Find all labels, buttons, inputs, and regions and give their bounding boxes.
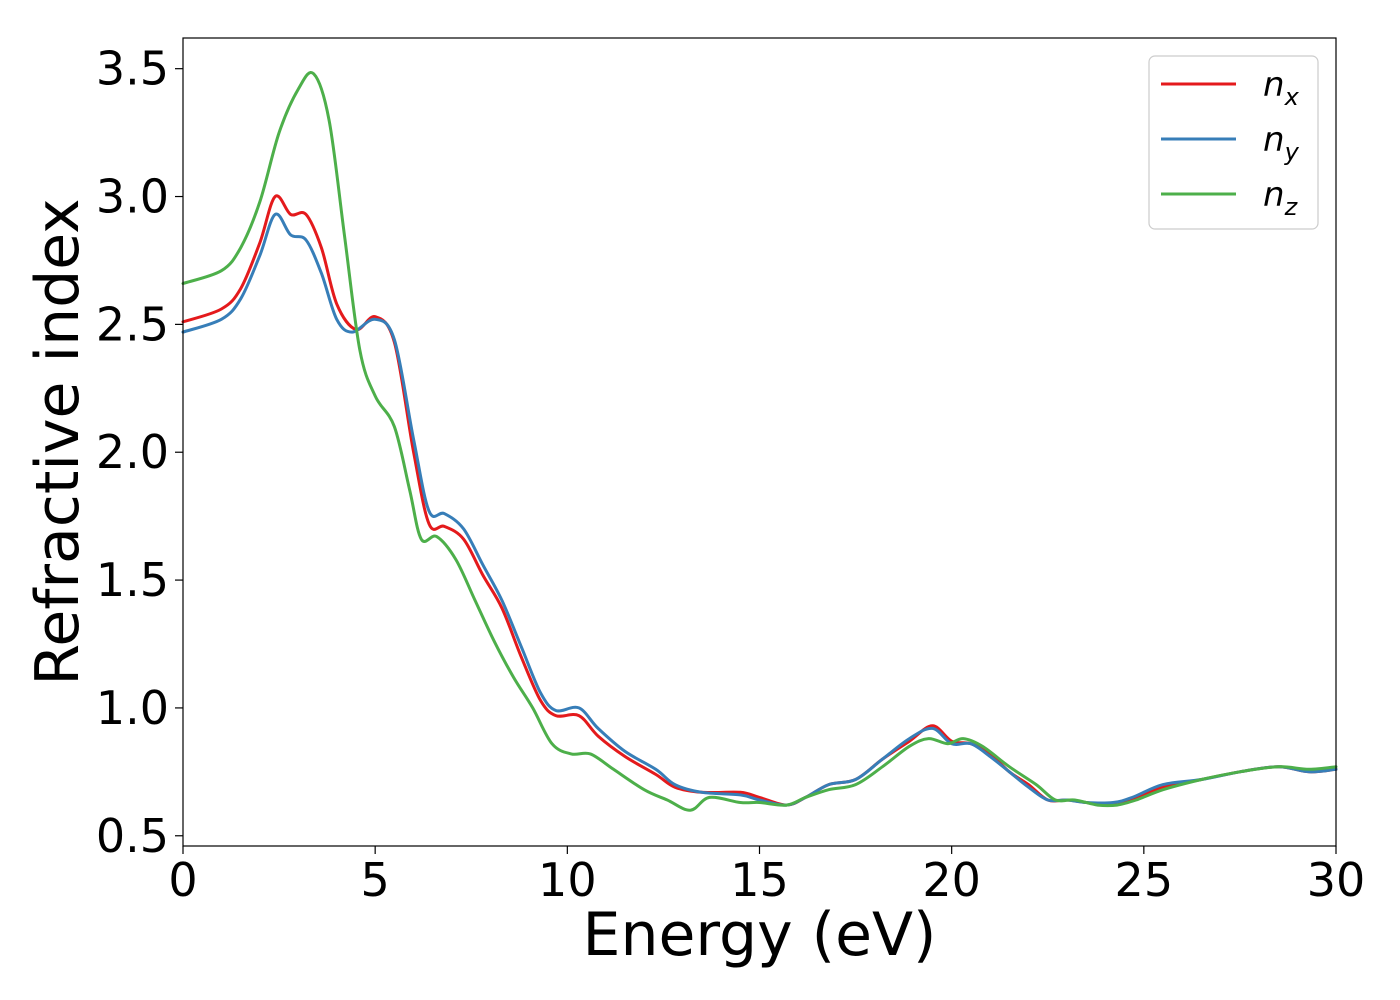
y-axis: 0.5 1.0 1.5 2.0 2.5 3.0 3.5 — [96, 42, 183, 863]
legend-label-base: n — [1263, 175, 1285, 215]
legend-label-subscript: y — [1284, 138, 1300, 166]
y-tick-label: 3.5 — [96, 42, 169, 96]
x-tick-label: 10 — [538, 853, 597, 907]
series-layer — [181, 71, 1338, 812]
y-tick-label: 3.0 — [96, 170, 169, 224]
y-tick-label: 1.0 — [96, 681, 169, 735]
x-tick-label: 15 — [730, 853, 789, 907]
x-tick-label: 20 — [922, 853, 981, 907]
x-axis: 0 5 10 15 20 25 30 — [168, 846, 1365, 907]
legend-label: nx — [1263, 65, 1300, 111]
y-tick-label: 1.5 — [96, 553, 169, 607]
x-tick-label: 30 — [1307, 853, 1366, 907]
legend-label-base: n — [1263, 120, 1285, 160]
y-tick-label: 2.0 — [96, 425, 169, 479]
y-axis-title: Refractive index — [23, 198, 93, 685]
x-tick-label: 0 — [168, 853, 197, 907]
y-tick-label: 0.5 — [96, 809, 169, 863]
y-tick-label: 2.5 — [96, 297, 169, 351]
series-line-z — [181, 71, 1338, 812]
x-axis-title: Energy (eV) — [583, 900, 937, 970]
legend-label: nz — [1263, 175, 1299, 221]
legend-label-subscript: x — [1284, 83, 1300, 111]
x-tick-label: 25 — [1115, 853, 1174, 907]
x-tick-label: 5 — [361, 853, 390, 907]
legend-box — [1148, 55, 1319, 230]
legend-label-subscript: z — [1284, 193, 1299, 221]
legend-label-base: n — [1263, 65, 1285, 105]
legend-label: ny — [1263, 120, 1300, 166]
